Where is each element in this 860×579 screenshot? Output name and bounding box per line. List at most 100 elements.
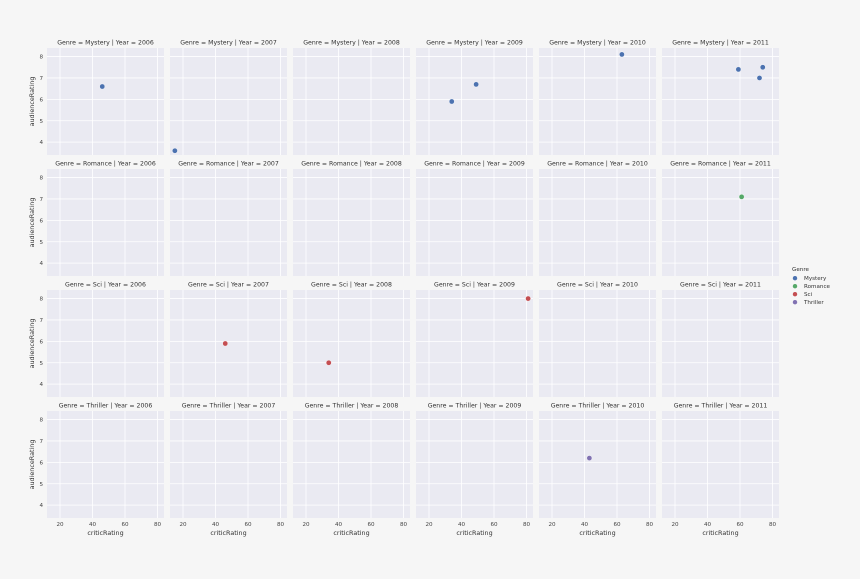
data-point-mystery [448, 98, 455, 105]
x-tick-label: 20 [425, 522, 433, 528]
facet-title: Genre = Mystery | Year = 2006 [57, 40, 154, 47]
x-axis-label: criticRating [210, 529, 246, 537]
panel-thriller-2009-background [416, 411, 533, 518]
legend-title: Genre [792, 267, 809, 273]
y-tick-label: 6 [39, 97, 43, 103]
x-tick-label: 40 [581, 522, 589, 528]
x-tick-label: 60 [490, 522, 498, 528]
data-point-mystery [619, 51, 625, 58]
x-tick-label: 20 [179, 522, 187, 528]
x-tick-label: 60 [121, 522, 129, 528]
facet-title: Genre = Romance | Year = 2009 [424, 161, 525, 168]
facet-title: Genre = Sci | Year = 2010 [557, 282, 638, 289]
x-tick-label: 60 [367, 522, 375, 528]
x-tick-label: 40 [335, 522, 343, 528]
y-axis-label: audienceRating [28, 198, 36, 248]
facet-title: Genre = Thriller | Year = 2008 [305, 403, 399, 410]
legend-label-sci: Sci [804, 292, 813, 298]
data-point-sci [525, 295, 531, 302]
facet-title: Genre = Romance | Year = 2010 [547, 161, 648, 168]
y-tick-label: 5 [39, 361, 43, 367]
panel-sci-2006-background [47, 290, 164, 397]
y-tick-label: 6 [39, 460, 43, 466]
facet-title: Genre = Thriller | Year = 2010 [551, 403, 645, 410]
panel-thriller-2010-background [539, 411, 656, 518]
data-point-mystery [735, 66, 742, 73]
panel-mystery-2009-background [416, 48, 533, 155]
x-tick-label: 20 [671, 522, 679, 528]
y-tick-label: 8 [39, 297, 43, 303]
x-axis-label: criticRating [456, 529, 492, 537]
panel-mystery-2011-background [662, 48, 779, 155]
panel-romance-2010-background [539, 169, 656, 276]
panel-sci-2007-background [170, 290, 287, 397]
x-tick-label: 20 [548, 522, 556, 528]
x-tick-label: 20 [56, 522, 64, 528]
x-tick-label: 20 [302, 522, 310, 528]
panel-thriller-2006-background [47, 411, 164, 518]
legend-label-mystery: Mystery [804, 276, 827, 282]
panel-thriller-2011-background [662, 411, 779, 518]
x-tick-label: 40 [704, 522, 712, 528]
x-tick-label: 80 [277, 522, 285, 528]
y-tick-label: 4 [39, 382, 43, 388]
legend-marker-thriller [792, 300, 798, 305]
y-axis-label: audienceRating [28, 319, 36, 369]
panel-romance-2009-background [416, 169, 533, 276]
facet-title: Genre = Sci | Year = 2008 [311, 282, 392, 289]
facet-title: Genre = Mystery | Year = 2009 [426, 40, 523, 47]
y-tick-label: 8 [39, 176, 43, 182]
panel-sci-2010-background [539, 290, 656, 397]
data-point-sci [325, 359, 332, 366]
x-tick-label: 40 [89, 522, 97, 528]
panel-thriller-2007-background [170, 411, 287, 518]
data-point-sci [222, 340, 229, 347]
y-tick-label: 4 [39, 140, 43, 146]
legend-marker-mystery [792, 276, 798, 281]
legend-marker-romance [792, 284, 798, 289]
panel-mystery-2006-background [47, 48, 164, 155]
x-tick-label: 80 [523, 522, 531, 528]
y-tick-label: 4 [39, 261, 43, 267]
x-axis-label: criticRating [579, 529, 615, 537]
facet-title: Genre = Romance | Year = 2011 [670, 161, 771, 168]
facet-title: Genre = Romance | Year = 2008 [301, 161, 402, 168]
x-tick-label: 40 [212, 522, 220, 528]
facet-title: Genre = Thriller | Year = 2007 [182, 403, 276, 410]
legend-label-thriller: Thriller [803, 300, 824, 306]
panel-thriller-2008-background [293, 411, 410, 518]
data-point-romance [738, 194, 745, 200]
legend-label-romance: Romance [804, 284, 831, 290]
y-tick-label: 7 [39, 439, 43, 445]
panel-mystery-2007-background [170, 48, 287, 155]
facet-title: Genre = Thriller | Year = 2011 [674, 403, 768, 410]
y-tick-label: 5 [39, 240, 43, 246]
x-tick-label: 80 [400, 522, 408, 528]
data-point-mystery [759, 64, 766, 71]
data-point-mystery [99, 83, 106, 90]
panel-romance-2011-background [662, 169, 779, 276]
x-tick-label: 80 [769, 522, 777, 528]
x-axis-label: criticRating [702, 529, 738, 537]
facet-title: Genre = Mystery | Year = 2011 [672, 40, 769, 47]
x-tick-label: 60 [613, 522, 621, 528]
facet-title: Genre = Sci | Year = 2011 [680, 282, 761, 289]
y-tick-label: 5 [39, 482, 43, 488]
x-tick-label: 40 [458, 522, 466, 528]
y-tick-label: 7 [39, 318, 43, 324]
panel-sci-2011-background [662, 290, 779, 397]
facet-title: Genre = Mystery | Year = 2008 [303, 40, 400, 47]
x-axis-label: criticRating [333, 529, 369, 537]
y-axis-label: audienceRating [28, 77, 36, 127]
y-tick-label: 7 [39, 197, 43, 203]
facet-title: Genre = Sci | Year = 2009 [434, 282, 515, 289]
y-tick-label: 6 [39, 218, 43, 224]
x-tick-label: 80 [646, 522, 654, 528]
x-tick-label: 80 [154, 522, 162, 528]
panel-romance-2006-background [47, 169, 164, 276]
y-tick-label: 5 [39, 119, 43, 125]
facet-title: Genre = Sci | Year = 2007 [188, 282, 269, 289]
y-axis-label: audienceRating [28, 440, 36, 490]
